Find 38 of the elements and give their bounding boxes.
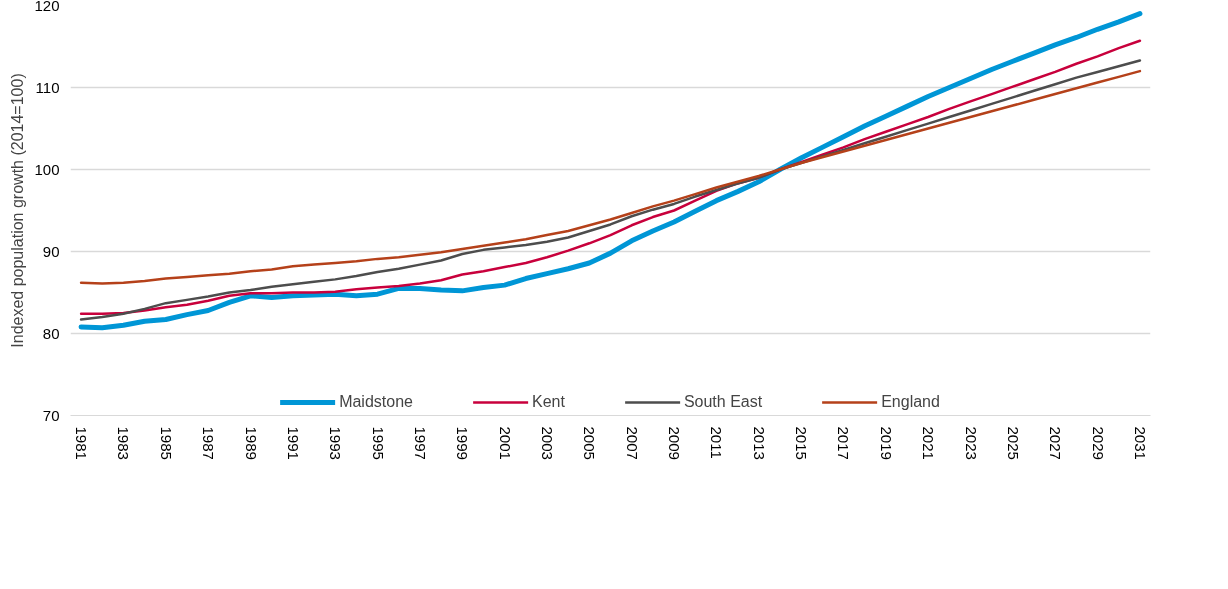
x-tick-label: 2017 <box>835 426 853 460</box>
legend-label: Maidstone <box>339 393 413 411</box>
legend-label: Kent <box>531 393 565 411</box>
x-tick-label: 1993 <box>327 426 345 460</box>
x-tick-label: 2005 <box>581 426 599 460</box>
x-tick-label: 1997 <box>411 426 429 460</box>
y-tick-label: 120 <box>34 0 60 14</box>
y-tick-label: 80 <box>42 324 60 342</box>
y-tick-label: 70 <box>42 406 60 424</box>
line-series <box>79 69 1142 285</box>
x-tick-label: 1991 <box>284 426 302 460</box>
legend-label: England <box>881 393 940 411</box>
x-tick-label: 1981 <box>73 426 91 460</box>
x-tick-label: 2021 <box>920 426 938 460</box>
x-tick-label: 2003 <box>538 426 556 460</box>
x-tick-label: 2027 <box>1047 426 1065 460</box>
x-tick-label: 2001 <box>496 426 514 460</box>
x-tick-label: 2009 <box>666 426 684 460</box>
y-tick-label: 100 <box>34 160 60 178</box>
x-tick-label: 1995 <box>369 426 387 460</box>
x-tick-label: 2029 <box>1089 426 1107 460</box>
x-tick-label: 2031 <box>1131 426 1149 460</box>
y-tick-label: 90 <box>42 242 60 260</box>
x-tick-label: 2015 <box>793 426 811 460</box>
x-tick-label: 2019 <box>877 426 895 460</box>
x-tick-label: 1983 <box>115 426 133 460</box>
x-tick-label: 2025 <box>1004 426 1022 460</box>
x-tick-label: 2023 <box>962 426 980 460</box>
x-tick-label: 1985 <box>157 426 175 460</box>
x-tick-label: 2007 <box>623 426 641 460</box>
x-tick-label: 2011 <box>708 426 726 459</box>
y-tick-label: 110 <box>35 78 60 96</box>
y-axis-title: Indexed population growth (2014=100) <box>9 73 27 348</box>
x-tick-label: 2013 <box>750 426 768 460</box>
legend-label: South East <box>683 393 763 411</box>
x-tick-label: 1987 <box>200 426 218 460</box>
x-tick-label: 1989 <box>242 426 260 460</box>
x-tick-label: 1999 <box>454 426 472 460</box>
